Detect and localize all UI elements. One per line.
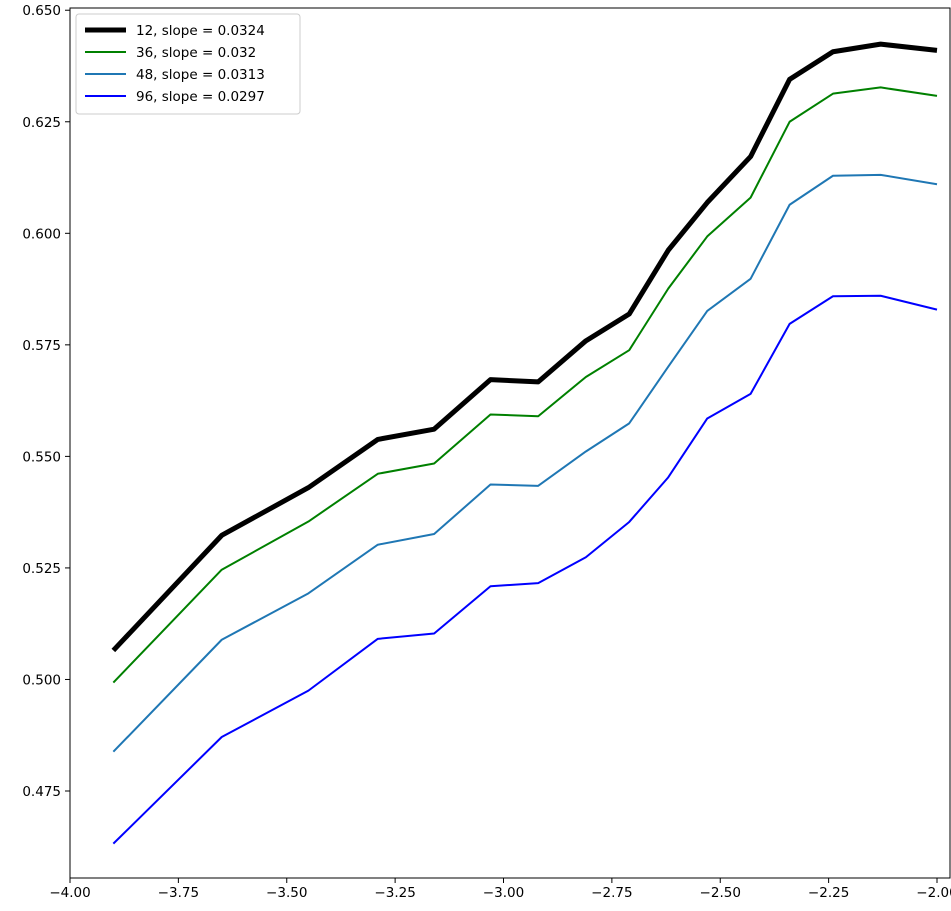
x-tick-label: −3.25 xyxy=(374,885,415,901)
x-tick-label: −2.00 xyxy=(916,885,951,901)
y-axis: 0.475 0.500 0.525 0.550 0.575 0.600 0.625 0.650 xyxy=(22,3,70,800)
x-tick-label: −2.25 xyxy=(808,885,849,901)
legend-label: 36, slope = 0.032 xyxy=(136,45,256,61)
series-layer xyxy=(111,41,938,845)
series-line-0 xyxy=(111,41,938,653)
x-tick-label: −3.50 xyxy=(266,885,307,901)
series-line-3 xyxy=(112,294,938,845)
x-tick-label: −4.00 xyxy=(49,885,90,901)
legend: 12, slope = 0.0324 36, slope = 0.032 48, s… xyxy=(75,13,301,115)
y-tick-label: 0.475 xyxy=(22,784,61,800)
series-line-1 xyxy=(112,86,938,684)
y-tick-label: 0.625 xyxy=(22,115,61,131)
x-tick-label: −3.00 xyxy=(483,885,524,901)
y-tick-label: 0.525 xyxy=(22,561,61,577)
x-tick-label: −2.50 xyxy=(700,885,741,901)
legend-box xyxy=(75,13,301,115)
y-tick-label: 0.500 xyxy=(22,672,61,688)
legend-label: 96, slope = 0.0297 xyxy=(136,89,265,105)
y-tick-label: 0.600 xyxy=(22,226,61,242)
legend-label: 48, slope = 0.0313 xyxy=(136,67,265,83)
legend-label: 12, slope = 0.0324 xyxy=(136,23,265,39)
x-axis: −4.00 −3.75 −3.50 −3.25 −3.00 −2.75 −2.50 −2.25… xyxy=(49,878,951,901)
y-tick-label: 0.575 xyxy=(22,338,61,354)
y-tick-label: 0.550 xyxy=(22,449,61,465)
plot-frame xyxy=(69,7,951,879)
x-tick-label: −3.75 xyxy=(158,885,199,901)
x-tick-label: −2.75 xyxy=(591,885,632,901)
series-line-2 xyxy=(112,173,938,753)
y-tick-label: 0.650 xyxy=(22,3,61,19)
